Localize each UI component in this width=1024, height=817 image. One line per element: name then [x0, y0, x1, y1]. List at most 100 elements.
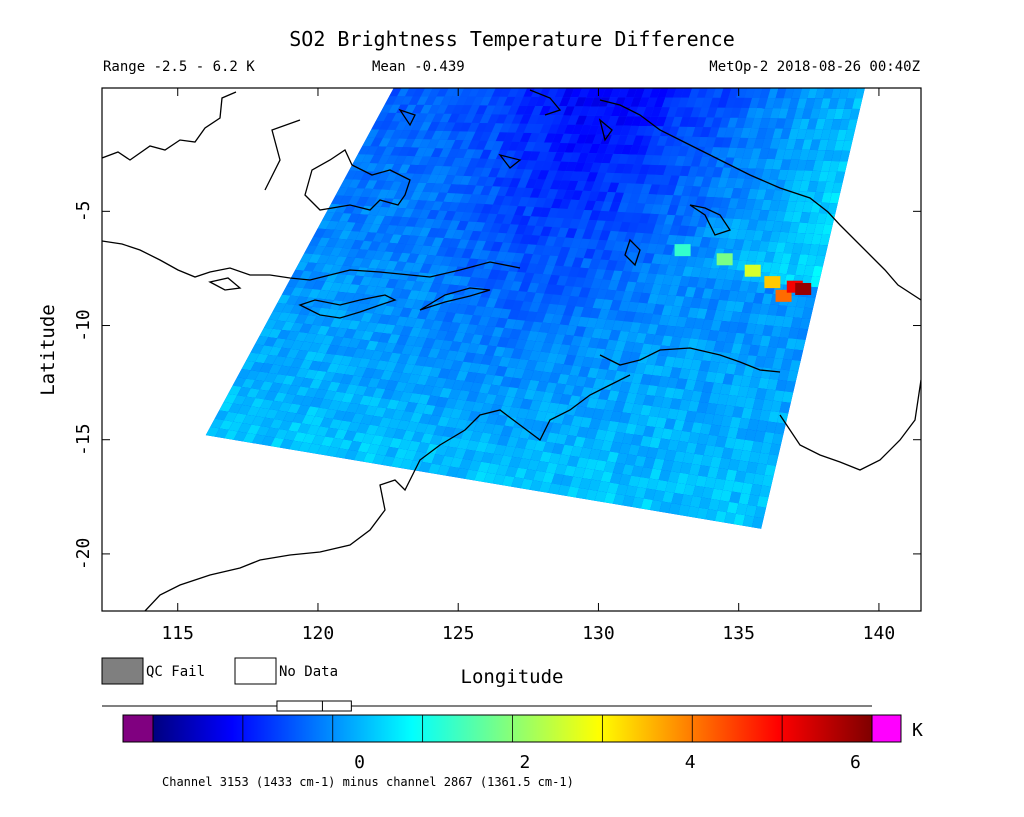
swath-cell — [669, 336, 682, 348]
swath-cell — [625, 423, 638, 435]
swath-cell — [799, 149, 810, 161]
swath-cell — [462, 449, 476, 461]
swath-cell — [702, 227, 714, 238]
swath-cell — [518, 329, 531, 341]
swath-cell — [607, 230, 619, 242]
swath-cell — [765, 421, 777, 434]
swath-cell — [565, 404, 578, 416]
swath-cell — [387, 121, 400, 130]
swath-cell — [247, 424, 261, 435]
swath-cell — [361, 349, 375, 360]
swath-cell — [519, 96, 532, 106]
swath-cell — [618, 443, 632, 455]
swath-cell — [320, 436, 335, 447]
coast-java-lesser-sunda — [102, 240, 521, 319]
swath-cell — [355, 249, 369, 259]
swath-cell — [629, 322, 642, 333]
swath-cell — [498, 223, 511, 234]
swath-cell — [774, 179, 786, 191]
swath-cell — [405, 199, 419, 209]
swath-cell — [770, 108, 781, 119]
swath-cell — [432, 255, 445, 266]
swath-cell — [402, 363, 415, 374]
swath-cell — [467, 176, 480, 186]
swath-cell — [791, 118, 802, 129]
swath-cell — [663, 214, 676, 226]
swath-cell — [663, 165, 675, 176]
swath-cell — [353, 154, 367, 163]
swath-cell — [556, 142, 569, 153]
swath-cell — [534, 197, 547, 208]
swath-cell — [486, 232, 499, 242]
swath-cell — [246, 352, 260, 362]
swath-cell — [756, 313, 768, 326]
swath-cell — [469, 249, 483, 260]
swath-cell — [736, 322, 748, 334]
swath-cell — [300, 377, 314, 388]
swath-cell — [422, 218, 436, 228]
swath-cell — [690, 156, 703, 167]
swath-cell — [242, 414, 256, 425]
swath-cell — [418, 139, 432, 148]
swath-cell — [766, 148, 778, 160]
swath-cell — [474, 325, 487, 336]
swath-cell — [635, 302, 648, 314]
swath-cell — [389, 198, 402, 208]
swath-cell — [681, 327, 694, 339]
swath-cell — [333, 256, 347, 266]
swath-cell — [728, 167, 740, 179]
swath-cell — [585, 489, 598, 501]
swath-cell — [713, 278, 725, 290]
swath-cell — [303, 315, 317, 325]
swath-cell — [747, 219, 759, 231]
swath-cell — [695, 308, 708, 320]
swath-cell — [585, 317, 598, 329]
swath-cell — [603, 430, 617, 442]
swath-cell — [554, 304, 567, 315]
swath-cell — [664, 136, 677, 147]
swath-cell — [504, 168, 517, 179]
swath-cell — [836, 98, 847, 109]
swath-cell — [496, 337, 510, 348]
swath-cell — [246, 406, 261, 417]
swath-cell — [429, 434, 443, 446]
swath-cell — [679, 430, 692, 443]
swath-cell — [535, 115, 548, 125]
swath-cell — [738, 219, 750, 230]
swath-cell — [688, 88, 700, 98]
swath-cell — [579, 478, 592, 490]
swath-cell — [388, 104, 401, 114]
swath-cell — [385, 380, 399, 391]
swath-cell — [624, 281, 637, 293]
swath-cell — [555, 208, 568, 219]
swath-cell — [484, 278, 497, 289]
swath-cell — [373, 163, 387, 173]
swath-cell — [684, 410, 697, 423]
swath-cell — [561, 285, 574, 296]
swath-cell — [627, 301, 639, 313]
swath-cell — [457, 438, 470, 450]
swath-cell — [484, 195, 497, 205]
swath-cell — [397, 353, 411, 364]
swath-cell — [405, 336, 418, 347]
swath-cell — [618, 221, 631, 233]
swath-cell — [634, 363, 647, 375]
swath-cell — [357, 442, 371, 453]
swath-cell — [754, 356, 766, 368]
swath-cell — [304, 369, 318, 380]
swath-cell — [785, 169, 797, 181]
swath-cell — [772, 221, 784, 232]
swath-cell — [812, 160, 824, 172]
swath-cell — [377, 314, 391, 325]
swath-cell — [815, 118, 826, 130]
swath-cell — [503, 132, 516, 142]
swath-cell — [610, 270, 623, 281]
swath-cell — [615, 182, 628, 193]
swath-cell — [610, 173, 623, 183]
swath-cell — [493, 346, 506, 357]
swath-cell — [389, 270, 403, 280]
swath-cell — [733, 332, 746, 344]
swath-cell — [403, 121, 416, 131]
hot-pixel — [744, 264, 761, 277]
swath-cell — [708, 392, 720, 405]
